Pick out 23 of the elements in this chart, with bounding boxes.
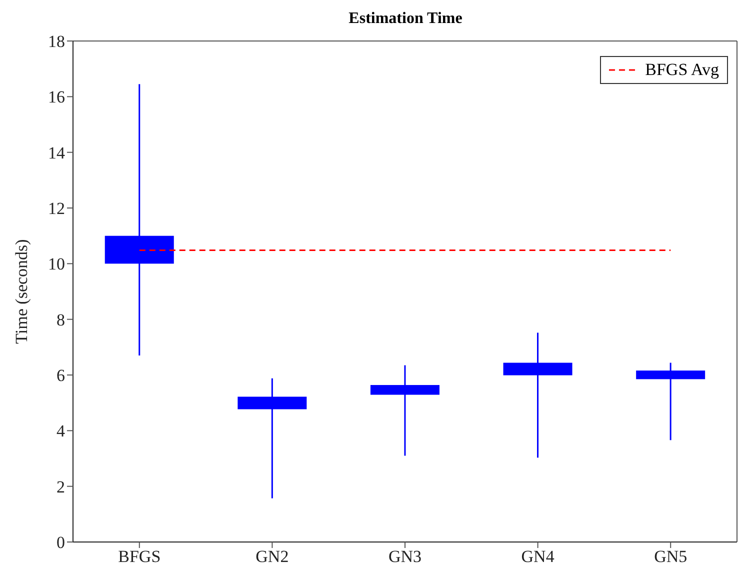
candlestick	[503, 332, 572, 458]
y-tick-label: 14	[48, 143, 66, 162]
y-tick-label: 16	[48, 88, 65, 107]
x-tick-label: GN3	[388, 547, 422, 566]
candlestick	[238, 378, 307, 500]
candlestick	[636, 362, 706, 441]
y-tick-label: 12	[48, 199, 65, 218]
candlestick	[370, 364, 440, 456]
y-tick-label: 0	[56, 533, 65, 552]
chart-title: Estimation Time	[348, 10, 464, 28]
y-tick-label: 6	[56, 366, 65, 386]
y-tick-label: 18	[48, 32, 65, 52]
x-tick-label: BFGS	[118, 547, 161, 566]
y-tick-label: 10	[48, 254, 65, 274]
y-axis-title: Time (seconds)	[12, 239, 32, 344]
y-tick-label: 4	[56, 422, 66, 441]
candlestick	[104, 83, 174, 356]
x-tick-label: GN4	[521, 547, 555, 566]
legend-label: BFGS Avg	[645, 60, 719, 80]
y-tick-label: 2	[56, 477, 65, 496]
x-tick-label: GN5	[654, 547, 688, 566]
x-tick-label: GN2	[256, 547, 289, 566]
y-tick-label: 8	[56, 310, 65, 330]
